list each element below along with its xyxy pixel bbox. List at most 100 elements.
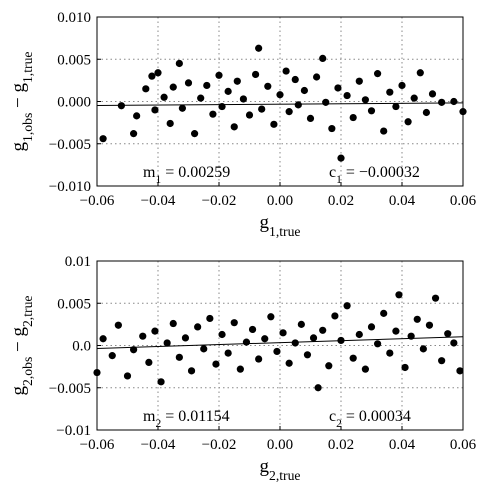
point [151,106,159,114]
x-tick-label: 0.00 [267,437,293,453]
point [252,70,260,79]
point [261,335,269,343]
point [133,112,141,120]
point [303,351,312,359]
point [319,54,327,63]
point [313,73,321,81]
point [392,102,400,111]
point [160,93,168,101]
point [309,334,318,342]
point [163,339,171,347]
fit-line [96,336,464,349]
point [145,358,153,366]
point [355,330,363,339]
point [184,79,193,87]
point [224,87,232,95]
subscript: 1,true [20,52,35,84]
point [422,108,430,117]
y-tick-label: −0.005 [49,137,91,153]
label-part: m [143,408,156,425]
label-part: = 0.00259 [161,164,230,181]
point [367,323,376,331]
point [114,321,122,329]
x-axis-label: g2,true [259,456,300,483]
y-tick-label: 0.0 [72,339,91,355]
y-tick-label: −0.005 [49,381,91,397]
label-part: c [329,164,336,181]
y-tick-label: −0.010 [49,179,91,195]
point [334,84,342,92]
panel: −0.01 −0.005 0.0 0.005 0.01 −0.06 −0.04 −0.02 0.… [8,254,477,483]
point [306,114,315,122]
point [255,44,263,52]
point [154,69,162,77]
x-tick-label: −0.06 [80,437,115,453]
point [285,108,293,116]
label-part: = −0.00032 [342,164,420,181]
point [194,323,202,331]
point [374,70,382,78]
point [178,104,186,112]
point [239,95,247,103]
point [349,354,357,362]
point [142,85,150,93]
x-tick-label: 0.00 [267,193,293,209]
point [169,83,177,91]
subscript: 2,true [20,296,35,328]
plot-frame [96,16,464,187]
point [459,108,467,116]
label-part: g [8,141,29,151]
point [130,130,138,138]
label-part: g [259,212,269,233]
point [380,309,388,317]
point [187,367,196,375]
point [386,349,394,357]
point [157,378,165,386]
point [218,330,226,339]
x-tick-label: −0.04 [141,193,176,209]
point [343,302,351,310]
point [276,91,284,99]
plot-frame [96,260,464,431]
point [438,98,446,106]
point [425,321,434,329]
x-tick-label: 0.06 [450,193,477,209]
x-tick-label: 0.02 [328,193,354,209]
point [209,110,217,118]
point [322,98,330,106]
point [314,384,322,392]
fit-line [96,102,464,107]
point [206,314,214,323]
point [273,347,281,356]
subscript: 1,obs [20,113,35,142]
point [130,346,138,354]
y-axis-label: g2,obs − g2,true [8,296,35,396]
point [410,94,418,102]
point [215,71,223,79]
y-tick-label: 0.005 [57,52,91,68]
point [328,124,336,133]
point [395,291,403,299]
annotation: c1 = −0.00032 [329,164,420,186]
annotation: m1 = 0.00259 [143,164,230,186]
point [392,327,400,335]
point [386,88,394,96]
point [416,69,424,77]
point [224,349,232,357]
point [294,101,302,109]
point [148,72,156,80]
y-tick-label: −0.01 [56,423,91,439]
annotation: m2 = 0.01154 [143,408,230,430]
panel: −0.010 −0.005 0.000 0.005 0.010 −0.06 −0.04 −0.… [8,10,477,239]
label-part: − g [8,327,29,357]
point [450,339,458,347]
point [123,372,132,380]
point [99,135,107,143]
point [428,90,437,98]
point [319,326,327,334]
x-tick-label: −0.04 [141,437,176,453]
point [139,332,147,340]
point [218,102,226,111]
point [438,357,446,365]
